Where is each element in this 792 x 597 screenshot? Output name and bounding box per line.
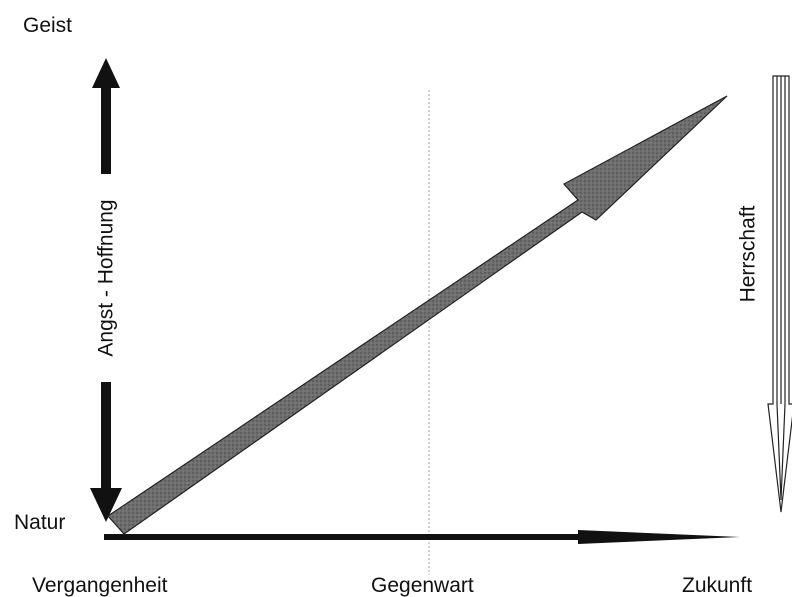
hollow-down-arrow: [767, 75, 792, 513]
label-angst-hoffnung: Angst - Hoffnung: [94, 199, 118, 357]
label-zukunft: Zukunft: [682, 574, 753, 597]
vertical-double-arrow: [90, 58, 122, 522]
label-herrschaft: Herrschaft: [736, 205, 760, 303]
time-axis-arrow: [104, 530, 740, 544]
label-geist: Geist: [23, 14, 73, 37]
label-vergangenheit: Vergangenheit: [32, 574, 168, 597]
diagonal-progress-arrow: [107, 95, 728, 535]
label-natur: Natur: [14, 511, 66, 534]
label-gegenwart: Gegenwart: [371, 574, 474, 597]
